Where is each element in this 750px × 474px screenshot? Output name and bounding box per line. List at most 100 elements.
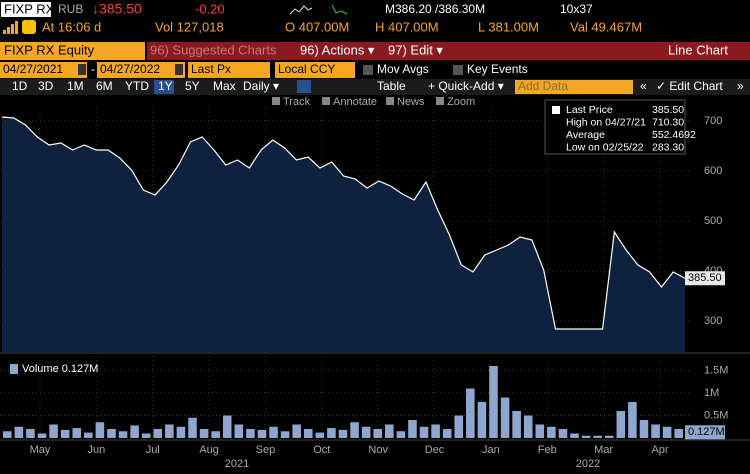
legend-swatch — [10, 364, 18, 374]
period-button[interactable]: 1M — [67, 79, 84, 93]
volume-bar — [49, 424, 58, 438]
y-tick-label: 1M — [704, 387, 719, 399]
volume-bar — [37, 433, 47, 438]
calendar-icon[interactable] — [175, 64, 183, 75]
y-tick-label: 500 — [704, 215, 722, 227]
ticker-box — [1, 2, 51, 17]
table-button[interactable]: Table — [377, 79, 406, 93]
volume-bar — [60, 429, 70, 438]
tool-icon — [322, 97, 330, 105]
volume: Vol 127,018 — [155, 19, 224, 34]
tool-button[interactable]: News — [397, 96, 425, 108]
value-traded: Val 49.467M — [570, 19, 642, 34]
price-area — [2, 117, 685, 352]
bid-ask: M386.20 /386.30M — [385, 2, 485, 16]
volume-bar — [280, 431, 290, 438]
period-button[interactable]: YTD — [125, 79, 149, 93]
x-tick-label: Feb — [538, 444, 557, 456]
x-tick-label: Aug — [199, 444, 219, 456]
tool-button[interactable]: Zoom — [447, 96, 475, 108]
menu-bar — [147, 42, 750, 60]
legend-value: 283.30 — [652, 141, 684, 153]
currency-select[interactable] — [275, 62, 355, 78]
calendar-icon[interactable] — [78, 64, 86, 75]
edit-menu[interactable]: 97) Edit ▾ — [388, 42, 443, 57]
legend-label: Last Price — [566, 104, 613, 116]
volume-bar — [234, 424, 244, 438]
suggested-charts[interactable]: 96) Suggested Charts — [150, 42, 277, 57]
x-tick-label: Jun — [87, 444, 105, 456]
checkbox[interactable] — [363, 65, 373, 75]
volume-bar — [674, 429, 683, 438]
legend-value: 710.30 — [652, 116, 684, 128]
ticker: FIXP RX — [4, 1, 55, 16]
currency-mode: Local CCY — [278, 62, 335, 76]
x-tick-label: Jul — [146, 444, 160, 456]
y-tick-label: 1.5M — [704, 364, 728, 376]
volume-bar — [141, 433, 151, 438]
forward-button[interactable]: » — [737, 79, 744, 93]
volume-bar — [165, 424, 174, 438]
tool-button[interactable]: Track — [283, 96, 311, 108]
period-button[interactable]: 3D — [38, 79, 54, 93]
add-data-field[interactable] — [515, 80, 633, 94]
volume-bar — [350, 422, 359, 438]
checkbox[interactable] — [453, 65, 463, 75]
period-button[interactable]: 1Y — [158, 79, 173, 93]
volume-bar — [477, 402, 487, 438]
x-tick-label: Sep — [256, 444, 276, 456]
volume-bar — [303, 429, 313, 438]
volume-bar — [222, 415, 232, 438]
line-icon[interactable] — [297, 80, 311, 93]
volume-bar — [188, 417, 197, 438]
volume-bar — [3, 431, 12, 438]
y-tick-label: 600 — [704, 165, 722, 177]
period-button[interactable]: 1D — [12, 79, 28, 93]
volume-bar — [431, 424, 440, 438]
volume-bar — [26, 429, 35, 438]
x-tick-label: Nov — [368, 444, 388, 456]
change: -0.20 — [195, 1, 225, 16]
volume-bar — [118, 431, 128, 438]
back-button[interactable]: « — [640, 79, 647, 93]
volume-bar — [604, 435, 614, 438]
volume-bar — [651, 424, 660, 438]
size: 10x37 — [560, 2, 593, 16]
volume-bar — [628, 402, 637, 438]
high: H 407.00M — [375, 19, 439, 34]
open: O 407.00M — [285, 19, 349, 34]
start-date-field[interactable] — [0, 62, 87, 78]
gauge-icon — [22, 20, 36, 34]
edit-chart[interactable]: ✓ Edit Chart — [656, 79, 723, 93]
legend-value: 385.50 — [652, 104, 684, 116]
time: At 16:06 d — [42, 19, 101, 34]
x-tick-label: Dec — [425, 444, 445, 456]
actions-menu[interactable]: 96) Actions ▾ — [300, 42, 375, 57]
last-value-label: 0.127M — [688, 426, 725, 438]
period-button[interactable]: 6M — [96, 79, 113, 93]
legend-box — [544, 99, 686, 155]
volume-bar — [72, 428, 82, 438]
period-button[interactable]: 5Y — [185, 79, 200, 93]
tool-icon — [272, 97, 280, 105]
chart-type: Line Chart — [668, 42, 728, 57]
y-tick-label: 700 — [704, 115, 722, 127]
last-value-label: 385.50 — [688, 272, 722, 284]
volume-bar — [547, 426, 556, 438]
quick-add[interactable]: + Quick-Add ▾ — [428, 79, 504, 93]
volume-bar — [419, 426, 429, 438]
last-value-tag — [685, 271, 725, 286]
year-label: 2021 — [225, 458, 249, 470]
field-select[interactable] — [188, 62, 270, 78]
tool-button[interactable]: Annotate — [333, 96, 377, 108]
legend-label: Average — [566, 129, 605, 141]
key-events: Key Events — [467, 62, 528, 76]
period-button[interactable]: Max — [213, 79, 236, 93]
volume-bar — [95, 422, 105, 438]
volume-bar — [570, 433, 579, 438]
end-date-field[interactable] — [97, 62, 185, 78]
frequency[interactable]: Daily ▾ — [243, 79, 279, 93]
volume-bar — [211, 431, 220, 438]
security-field[interactable] — [0, 42, 145, 60]
